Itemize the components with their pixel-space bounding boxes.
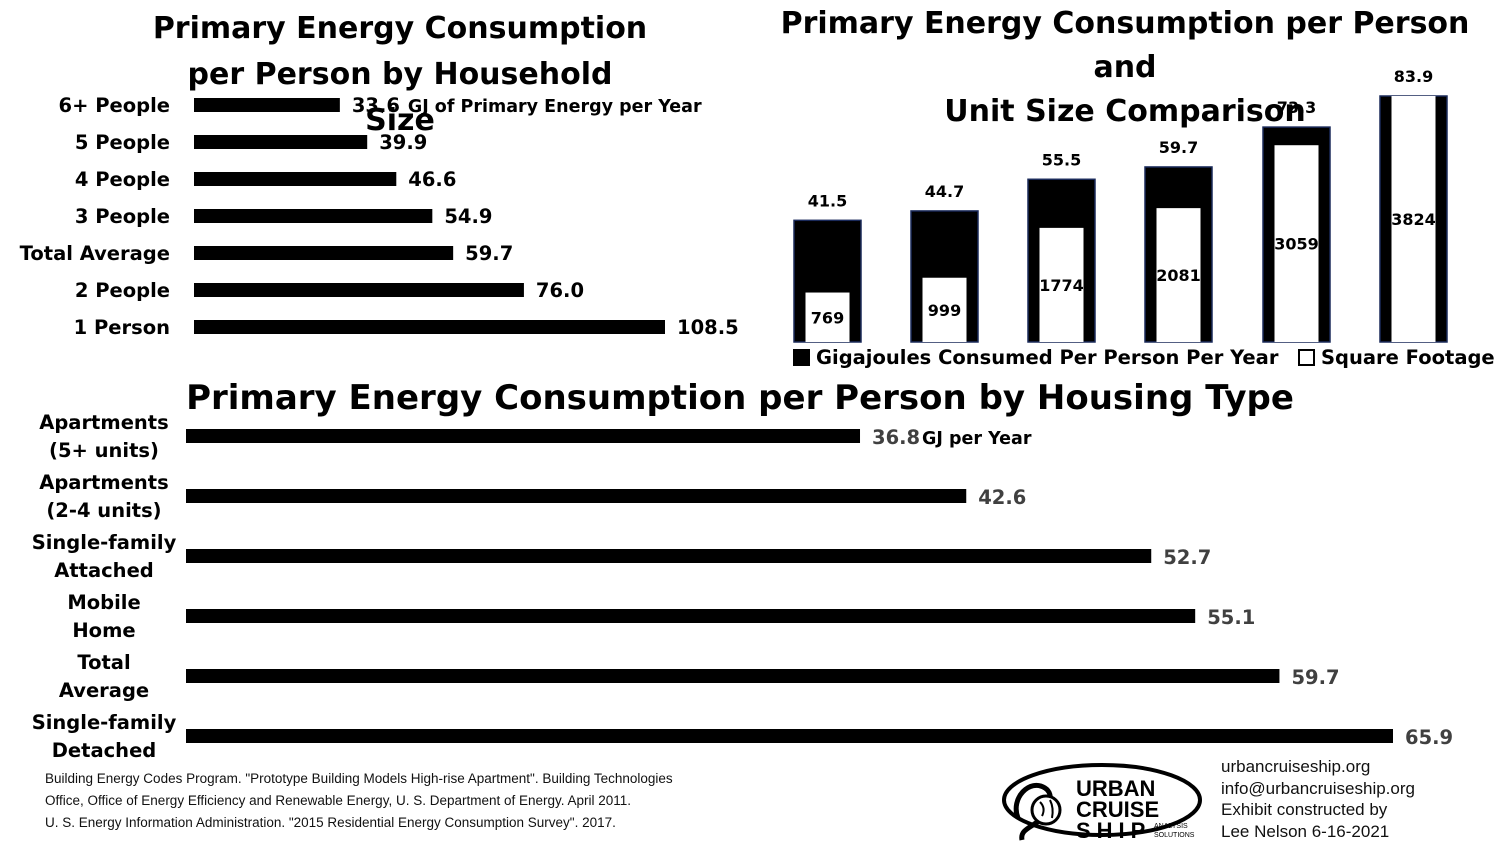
category-label: Apartments <box>39 411 169 434</box>
square-footage-bar <box>1391 96 1436 342</box>
chart1-title: Primary Energy Consumption per Person by… <box>150 6 650 144</box>
logo-ellipse <box>1002 763 1202 837</box>
logo-text-urban: URBAN <box>1076 776 1155 801</box>
legend-gigajoules: Gigajoules Consumed Per Person Per Year <box>793 346 1278 369</box>
bar <box>186 609 1196 623</box>
legend-swatch-black <box>793 349 810 366</box>
square-footage-value-label: 3059 <box>1274 235 1319 254</box>
value-label: 42.6 <box>978 486 1026 509</box>
chart3-title: Primary Energy Consumption per Person by… <box>186 378 1294 418</box>
gigajoule-value-label: 44.7 <box>925 182 964 201</box>
category-label: Home <box>72 619 135 642</box>
gigajoule-value-label: 41.5 <box>808 191 847 210</box>
category-label: Detached <box>52 739 157 762</box>
value-label: 52.7 <box>1163 546 1211 569</box>
category-label: (5+ units) <box>49 439 159 462</box>
square-footage-bar <box>1156 208 1201 342</box>
category-label: Total Average <box>20 242 170 265</box>
reference-line: Building Energy Codes Program. "Prototyp… <box>45 771 673 786</box>
logo-text-solutions: SOLUTIONS <box>1154 832 1195 839</box>
bar <box>194 246 454 260</box>
value-label: 33.6 <box>352 94 400 117</box>
chart2-title: Primary Energy Consumption per Person an… <box>770 2 1480 134</box>
reference-line: Office, Office of Energy Efficiency and … <box>45 793 632 808</box>
category-label: Single-family <box>32 531 177 554</box>
category-label: Total <box>77 651 130 674</box>
value-label: 76.0 <box>536 279 584 302</box>
value-label: 65.9 <box>1405 726 1453 749</box>
unit-note: GJ per Year <box>922 429 1032 449</box>
chart2-title-line2: Unit Size Comparison <box>944 94 1306 129</box>
value-label: 36.8 <box>872 426 920 449</box>
bar <box>186 549 1152 563</box>
bar <box>194 135 368 149</box>
urban-cruise-ship-logo: URBAN CRUISE SHIP ANALYSIS SOLUTIONS <box>1002 763 1202 843</box>
credit-line: Exhibit constructed by <box>1221 800 1388 819</box>
category-label: 4 People <box>75 168 170 191</box>
value-label: 46.6 <box>408 168 456 191</box>
category-label: Apartments <box>39 471 169 494</box>
square-footage-value-label: 1774 <box>1039 276 1084 295</box>
gigajoule-value-label: 59.7 <box>1159 138 1198 157</box>
bar <box>194 320 665 334</box>
square-footage-value-label: 999 <box>928 301 961 320</box>
square-footage-value-label: 2081 <box>1156 266 1201 285</box>
value-label: 55.1 <box>1207 606 1255 629</box>
category-label: 2 People <box>75 279 170 302</box>
category-label: 3 People <box>75 205 170 228</box>
category-label: Average <box>59 679 149 702</box>
references: Building Energy Codes Program. "Prototyp… <box>45 768 765 834</box>
bar <box>186 729 1393 743</box>
category-label: 5 People <box>75 131 170 154</box>
chart1-title-line2: per Person by Household Size <box>187 57 613 138</box>
legend-square-footage-label: Square Footage <box>1321 346 1495 369</box>
bar <box>186 429 861 443</box>
value-label: 59.7 <box>1291 666 1339 689</box>
website-link[interactable]: urbancruiseship.org <box>1221 757 1371 776</box>
value-label: 108.5 <box>677 316 739 339</box>
contact-block: urbancruiseship.org info@urbancruiseship… <box>1221 756 1415 842</box>
gigajoule-value-label: 55.5 <box>1042 150 1081 169</box>
legend-swatch-white <box>1298 349 1315 366</box>
category-label: (2-4 units) <box>46 499 161 522</box>
value-label: 59.7 <box>465 242 513 265</box>
reference-line: U. S. Energy Information Administration.… <box>45 815 616 830</box>
bar <box>194 283 524 297</box>
credit-line: Lee Nelson 6-16-2021 <box>1221 821 1390 841</box>
square-footage-value-label: 3824 <box>1391 210 1436 229</box>
category-label: Attached <box>54 559 154 582</box>
email-link[interactable]: info@urbancruiseship.org <box>1221 778 1415 798</box>
square-footage-bar <box>1039 227 1084 342</box>
square-footage-bar <box>1274 145 1319 342</box>
bar <box>186 669 1280 683</box>
category-label: Single-family <box>32 711 177 734</box>
category-label: Mobile <box>67 591 140 614</box>
logo-text-ship: SHIP <box>1076 818 1151 843</box>
gigajoule-value-label: 73.3 <box>1277 98 1316 117</box>
gigajoule-value-label: 83.9 <box>1394 67 1433 86</box>
legend-gigajoules-label: Gigajoules Consumed Per Person Per Year <box>816 346 1279 369</box>
logo-text-cruise: CRUISE <box>1076 797 1159 822</box>
square-footage-bar <box>922 277 967 342</box>
legend-square-footage: Square Footage <box>1298 346 1495 369</box>
bar <box>194 172 397 186</box>
category-label: 1 Person <box>74 316 170 339</box>
square-footage-value-label: 769 <box>811 308 844 327</box>
value-label: 54.9 <box>444 205 492 228</box>
logo-text-analysis: ANALYSIS <box>1154 823 1188 830</box>
unit-note: GJ of Primary Energy per Year <box>408 97 702 117</box>
square-footage-bar <box>805 292 850 342</box>
value-label: 39.9 <box>379 131 427 154</box>
chart1-title-line1: Primary Energy Consumption <box>152 11 648 46</box>
bar <box>194 209 433 223</box>
category-label: 6+ People <box>59 94 170 117</box>
logo-globe <box>1030 794 1062 826</box>
bar <box>186 489 967 503</box>
chart2-title-line1: Primary Energy Consumption per Person an… <box>780 6 1470 85</box>
bar <box>194 98 340 112</box>
